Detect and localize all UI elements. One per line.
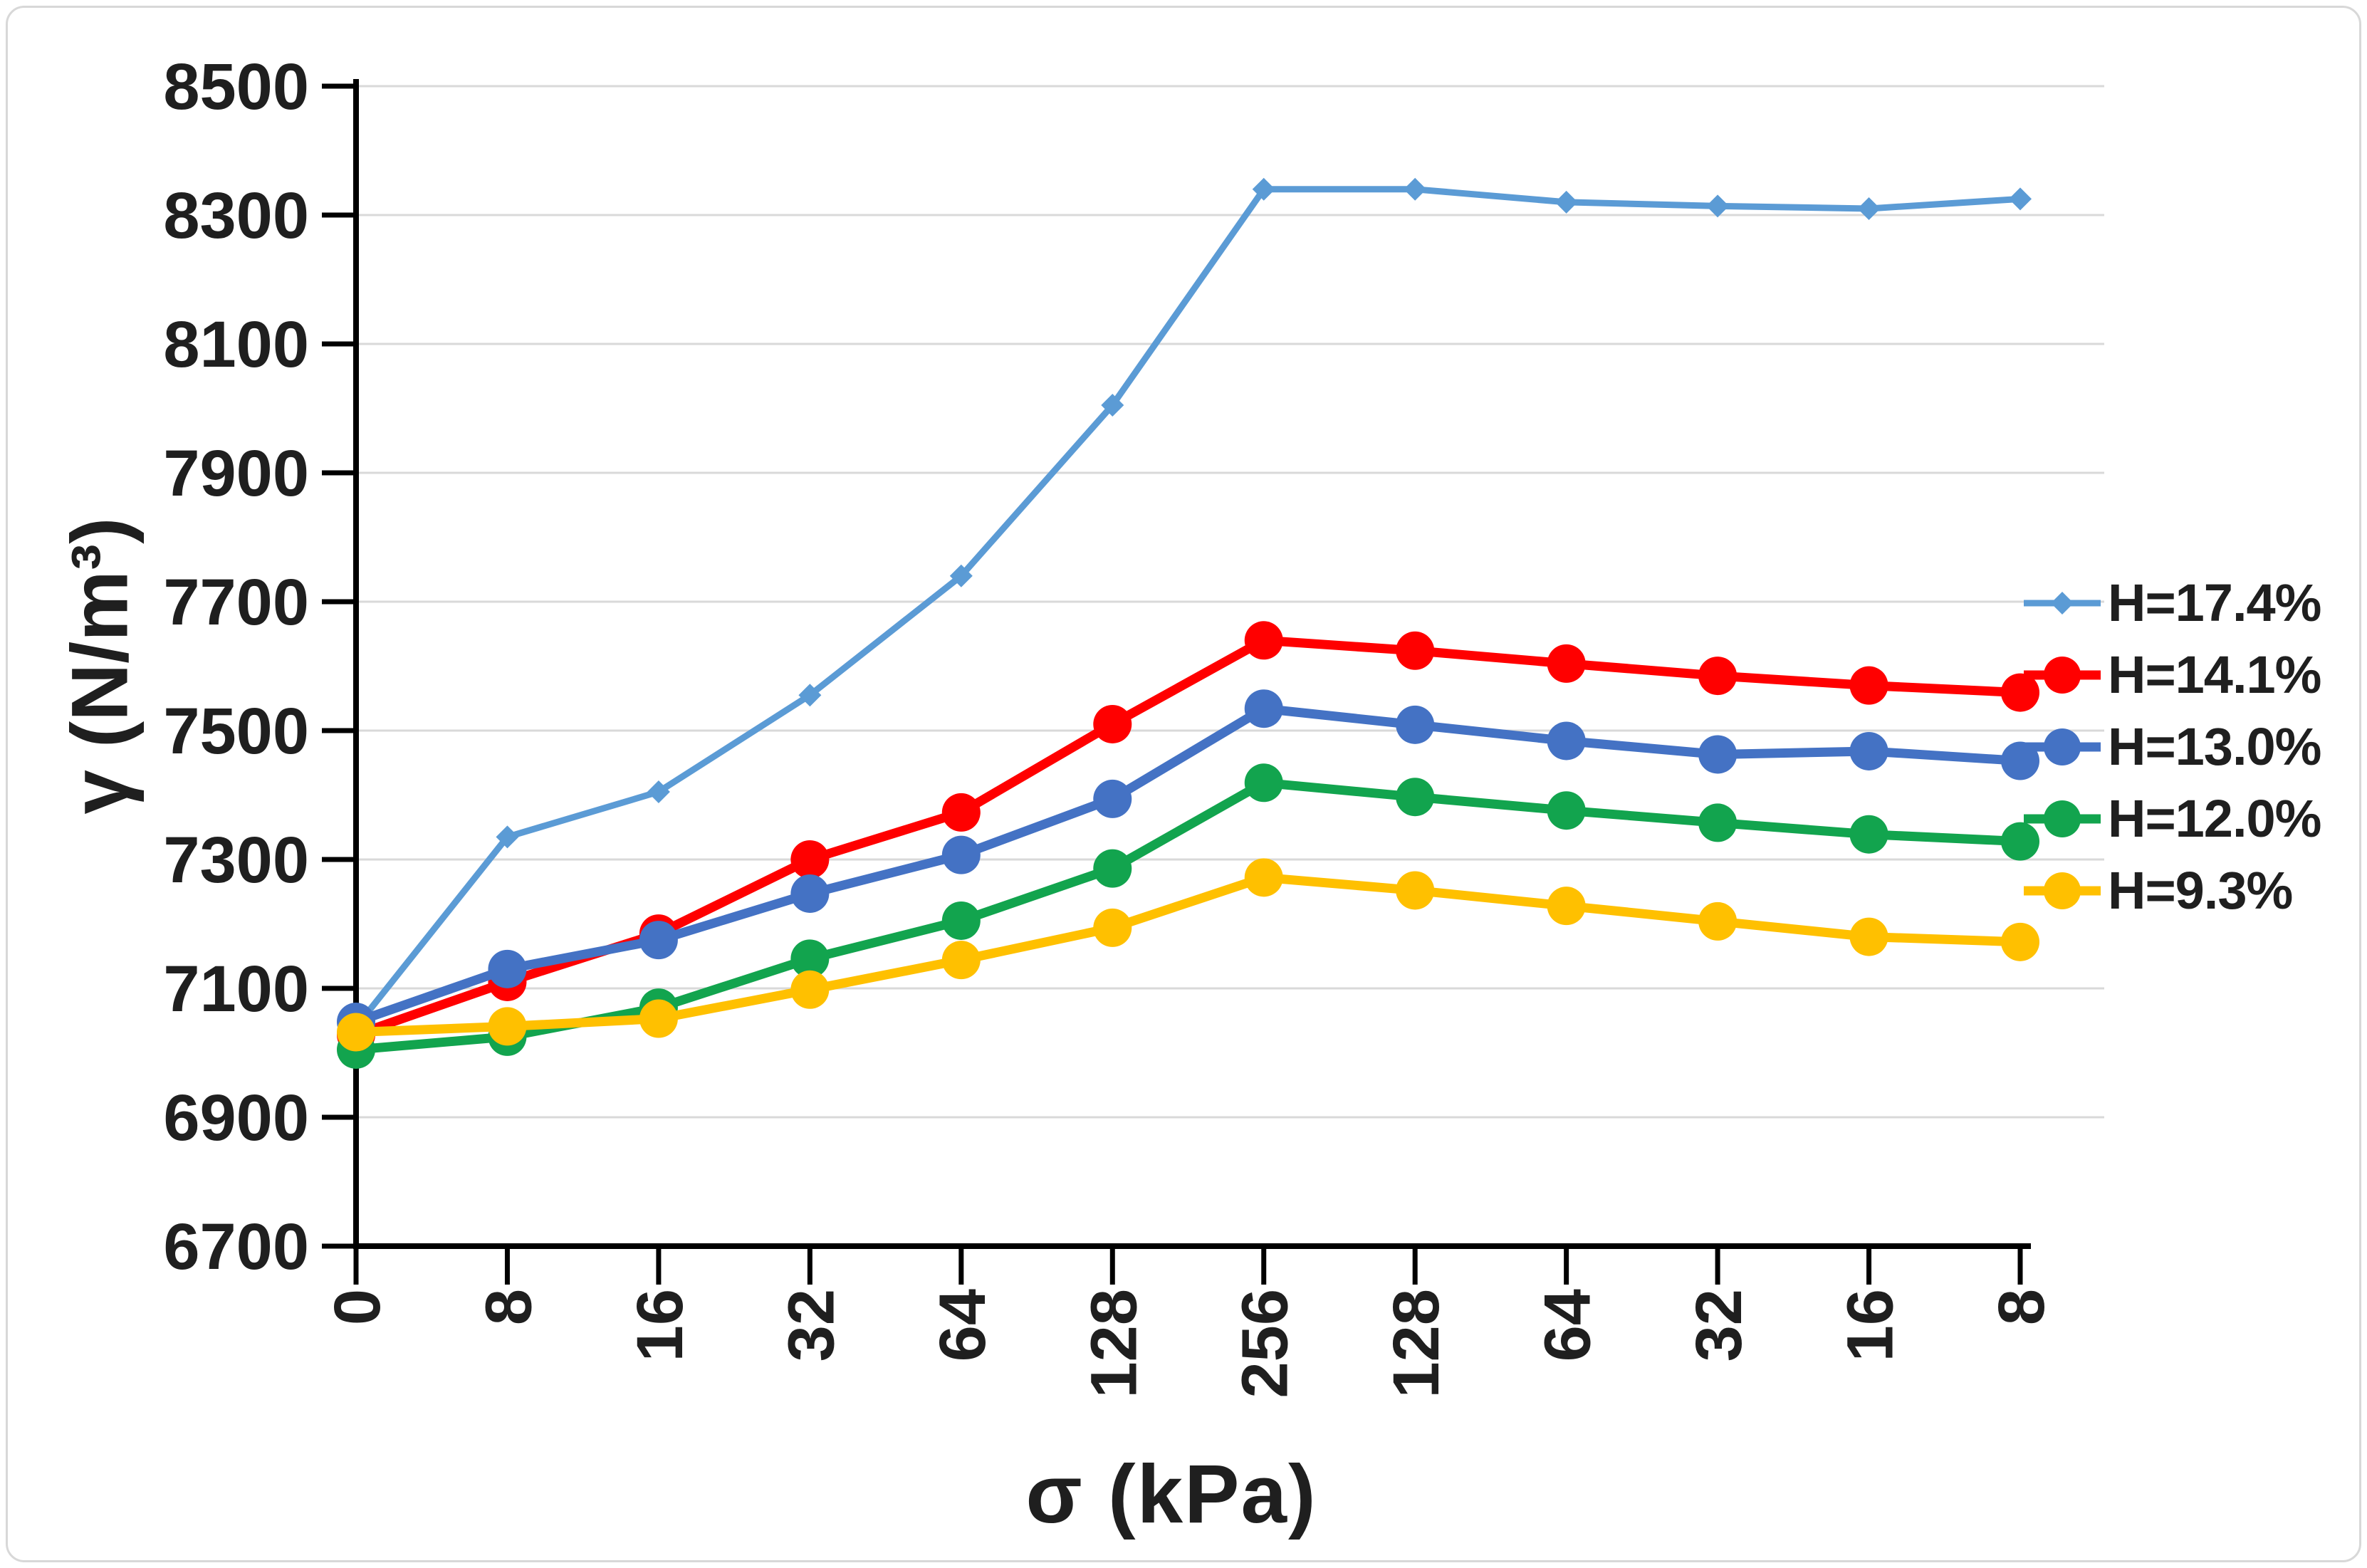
data-point-marker xyxy=(1555,190,1578,214)
data-point-marker xyxy=(1404,177,1427,201)
data-point-marker xyxy=(647,780,670,803)
data-point-marker xyxy=(1252,177,1275,201)
x-tick-label: 16 xyxy=(624,1289,696,1361)
y-tick-label: 7300 xyxy=(163,824,309,897)
x-tick-label: 8 xyxy=(472,1289,545,1325)
x-tick-label: 256 xyxy=(1229,1289,1302,1399)
x-tick-label: 32 xyxy=(775,1289,847,1361)
data-point-marker xyxy=(2001,673,2039,712)
data-point-marker xyxy=(2001,822,2039,861)
data-point-marker xyxy=(1093,849,1132,888)
data-point-marker xyxy=(1698,735,1738,774)
legend: H=17.4% H=14.1% H=13.0% H=12.0% H=9.3% xyxy=(2024,567,2321,926)
legend-item-2: H=13.0% xyxy=(2024,711,2321,783)
data-point-marker xyxy=(639,999,678,1038)
data-point-marker xyxy=(1396,705,1435,744)
data-point-marker xyxy=(941,941,981,980)
data-point-marker xyxy=(1547,887,1586,926)
y-tick-label: 8500 xyxy=(163,51,309,123)
data-point-marker xyxy=(1849,917,1888,956)
legend-label: H=13.0% xyxy=(2108,717,2321,776)
data-point-marker xyxy=(1698,803,1738,842)
series-line-4 xyxy=(351,872,2025,1038)
data-point-marker xyxy=(798,684,822,707)
data-point-marker xyxy=(1547,791,1586,830)
x-tick-label: 64 xyxy=(926,1289,999,1361)
data-point-marker xyxy=(496,825,519,849)
data-point-marker xyxy=(1547,644,1586,683)
data-point-marker xyxy=(1698,901,1738,941)
x-tick-label: 128 xyxy=(1077,1289,1150,1399)
data-point-marker xyxy=(1244,621,1283,660)
legend-marker-icon xyxy=(2024,872,2101,909)
x-tick-label: 8 xyxy=(1985,1289,2058,1325)
data-point-marker xyxy=(1849,815,1888,854)
legend-marker-icon xyxy=(2024,728,2101,765)
data-point-marker xyxy=(1244,689,1283,728)
legend-item-1: H=14.1% xyxy=(2024,639,2321,711)
data-point-marker xyxy=(1706,194,1730,218)
legend-marker-icon xyxy=(2024,656,2101,694)
data-point-marker xyxy=(1849,731,1888,770)
data-point-marker xyxy=(1244,858,1283,897)
data-point-marker xyxy=(2001,741,2039,780)
y-tick-label: 6700 xyxy=(163,1211,309,1283)
data-point-marker xyxy=(790,970,830,1009)
data-point-marker xyxy=(1093,779,1132,818)
data-point-marker xyxy=(949,564,973,587)
y-tick-label: 8300 xyxy=(163,179,309,252)
x-tick-label: 128 xyxy=(1380,1289,1453,1399)
legend-label: H=12.0% xyxy=(2108,789,2321,848)
y-axis-title: γ (N/m³) xyxy=(55,517,145,815)
data-point-marker xyxy=(1101,393,1124,417)
legend-label: H=14.1% xyxy=(2108,645,2321,704)
data-point-marker xyxy=(337,1013,375,1052)
legend-marker-icon xyxy=(2024,800,2101,837)
legend-label: H=17.4% xyxy=(2108,573,2321,632)
series-line-3 xyxy=(351,778,2025,1055)
data-point-marker xyxy=(941,793,981,832)
data-point-marker xyxy=(790,939,830,978)
figure-border xyxy=(6,6,2361,1562)
series-line-1 xyxy=(351,635,2025,1040)
series-line-0 xyxy=(352,186,2024,1030)
data-point-marker xyxy=(790,840,830,879)
legend-label: H=9.3% xyxy=(2108,861,2293,920)
data-point-marker xyxy=(941,901,981,940)
data-point-marker xyxy=(1396,631,1435,670)
x-tick-label: 16 xyxy=(1834,1289,1907,1361)
legend-marker-icon xyxy=(2024,591,2101,615)
data-point-marker xyxy=(488,1007,527,1046)
legend-item-3: H=12.0% xyxy=(2024,783,2321,854)
y-tick-label: 7900 xyxy=(163,437,309,510)
y-tick-label: 7100 xyxy=(163,953,309,1025)
x-tick-label: 0 xyxy=(321,1289,394,1325)
x-axis-title: σ (kPa) xyxy=(1025,1448,1317,1540)
data-point-marker xyxy=(639,921,678,960)
data-point-marker xyxy=(1396,871,1435,910)
x-tick-label: 32 xyxy=(1683,1289,1755,1361)
y-tick-label: 8100 xyxy=(163,308,309,381)
data-point-marker xyxy=(1396,778,1435,817)
x-tick-label: 64 xyxy=(1532,1289,1604,1361)
data-point-marker xyxy=(1093,908,1132,947)
data-point-marker xyxy=(2009,187,2032,211)
data-point-marker xyxy=(1244,763,1283,803)
y-tick-label: 7500 xyxy=(163,695,309,768)
series-line-2 xyxy=(351,704,2025,1027)
data-point-marker xyxy=(1698,657,1738,696)
data-point-marker xyxy=(790,874,830,913)
data-point-marker xyxy=(1093,704,1132,743)
data-point-marker xyxy=(1547,721,1586,761)
data-point-marker xyxy=(2001,922,2039,961)
data-point-marker xyxy=(1857,197,1881,220)
legend-item-0: H=17.4% xyxy=(2024,567,2321,639)
y-tick-label: 6900 xyxy=(163,1082,309,1154)
y-tick-label: 7700 xyxy=(163,566,309,639)
data-point-marker xyxy=(941,835,981,874)
data-point-marker xyxy=(1849,666,1888,705)
legend-item-4: H=9.3% xyxy=(2024,854,2321,926)
data-point-marker xyxy=(488,949,527,988)
